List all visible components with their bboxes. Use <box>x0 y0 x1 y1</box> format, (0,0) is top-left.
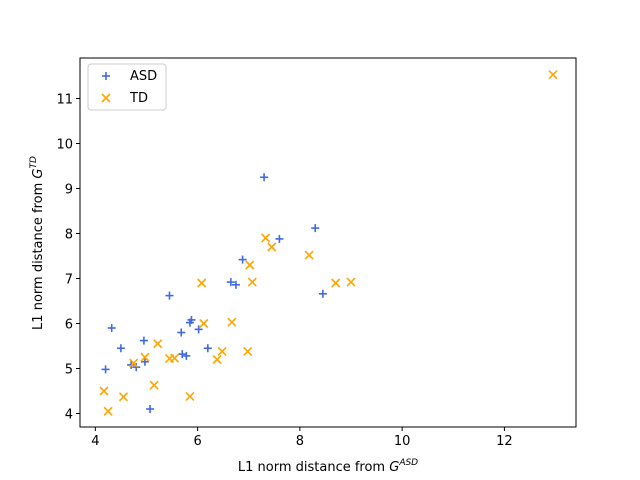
point-asd-10 <box>178 350 187 359</box>
point-asd-5 <box>139 336 148 345</box>
point-td-10 <box>197 278 207 288</box>
point-td-22 <box>346 277 356 287</box>
y-axis-label-prefix: L1 norm distance from <box>31 179 46 330</box>
x-axis-label: L1 norm distance from GASD <box>238 458 418 475</box>
plot-area <box>99 70 558 416</box>
x-axis-label-sup: ASD <box>398 458 418 468</box>
point-td-12 <box>212 354 222 365</box>
point-asd-7 <box>146 405 155 413</box>
legend-marker-td <box>101 93 111 103</box>
point-asd-0 <box>101 365 110 374</box>
point-asd-13 <box>187 315 196 324</box>
x-tick-label-1: 6 <box>193 434 201 449</box>
point-td-23 <box>548 70 558 80</box>
point-td-15 <box>243 346 253 356</box>
point-td-20 <box>304 250 314 260</box>
legend: ASD TD <box>87 63 167 111</box>
legend-marker-asd <box>102 72 110 80</box>
point-td-16 <box>245 260 255 270</box>
point-td-13 <box>217 346 227 356</box>
point-td-17 <box>247 277 257 287</box>
x-tick-label-3: 10 <box>394 434 411 449</box>
y-axis-label-sup: TD <box>29 156 39 168</box>
y-axis-label-symbol: G <box>31 169 46 179</box>
point-asd-14 <box>194 325 203 334</box>
x-tick-label-0: 4 <box>91 434 99 449</box>
y-tick-label-7: 11 <box>56 93 73 108</box>
point-td-9 <box>185 391 195 401</box>
y-tick-label-5: 9 <box>65 183 73 198</box>
point-td-3 <box>129 358 139 368</box>
y-tick-label-1: 5 <box>65 363 73 378</box>
point-asd-9 <box>177 328 186 337</box>
y-axis-label: L1 norm distance from GTD <box>29 156 46 330</box>
point-td-1 <box>103 406 113 416</box>
point-asd-16 <box>226 278 235 287</box>
point-asd-6 <box>140 357 149 366</box>
point-td-6 <box>153 339 163 349</box>
plot-frame <box>79 57 577 428</box>
point-td-4 <box>140 352 150 362</box>
y-tick-label-0: 4 <box>65 408 73 423</box>
point-td-11 <box>199 318 209 329</box>
legend-label-asd: ASD <box>130 69 157 84</box>
point-asd-20 <box>275 234 284 243</box>
point-asd-22 <box>318 289 327 298</box>
legend-marker-td-glyph <box>101 93 111 103</box>
y-tick-label-6: 10 <box>56 138 73 153</box>
point-asd-11 <box>182 351 191 360</box>
x-tick-label-2: 8 <box>296 434 304 449</box>
point-td-19 <box>267 242 277 252</box>
point-asd-18 <box>238 255 247 264</box>
point-td-14 <box>227 317 237 327</box>
point-asd-2 <box>116 344 125 353</box>
point-td-21 <box>331 278 341 288</box>
axis-ticks: 4 6 8 10 12 4 5 6 7 8 9 10 11 <box>56 93 512 450</box>
legend-label-td: TD <box>129 91 148 106</box>
point-td-0 <box>99 386 109 396</box>
point-td-5 <box>149 380 159 390</box>
point-asd-1 <box>107 324 116 332</box>
point-td-18 <box>261 233 271 243</box>
y-tick-label-2: 6 <box>65 318 73 333</box>
y-tick-label-4: 8 <box>65 228 73 243</box>
y-tick-label-3: 7 <box>65 273 73 288</box>
point-asd-4 <box>132 363 141 372</box>
point-asd-8 <box>165 291 174 300</box>
point-asd-21 <box>311 224 320 233</box>
x-axis-label-symbol: G <box>389 460 399 475</box>
point-asd-17 <box>231 280 240 289</box>
x-tick-label-4: 12 <box>496 434 513 449</box>
x-axis-label-prefix: L1 norm distance from <box>238 460 389 475</box>
point-td-2 <box>118 392 129 402</box>
point-td-8 <box>170 353 180 363</box>
point-asd-19 <box>260 173 269 182</box>
legend-marker-asd-glyph <box>102 72 110 80</box>
point-asd-15 <box>203 344 212 353</box>
